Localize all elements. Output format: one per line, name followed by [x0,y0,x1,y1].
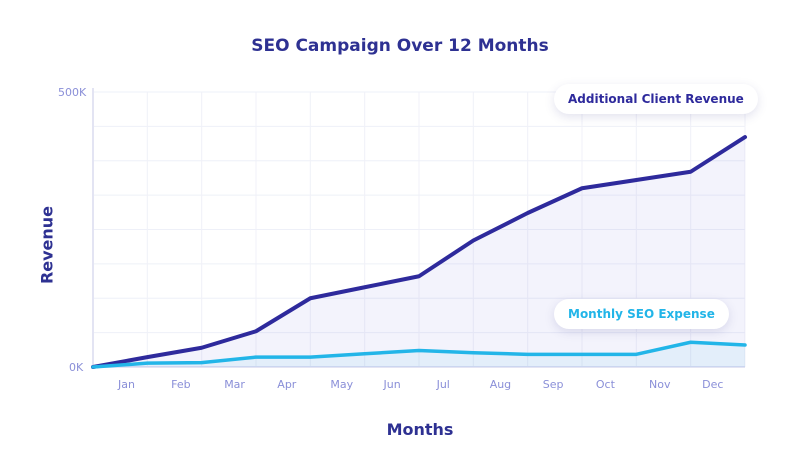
y-tick-500k: 500K [58,86,87,99]
x-tick-jan: Jan [118,378,135,391]
x-tick-may: May [330,378,354,391]
series-area-1 [93,342,745,367]
x-tick-nov: Nov [649,378,671,391]
x-tick-jun: Jun [383,378,401,391]
legend-expense: Monthly SEO Expense [554,299,729,329]
x-tick-dec: Dec [702,378,724,391]
legend-revenue: Additional Client Revenue [554,84,758,114]
y-axis-label: Revenue [37,205,57,285]
x-tick-sep: Sep [542,378,564,391]
x-tick-jul: Jul [436,378,450,391]
x-tick-oct: Oct [595,378,615,391]
chart-title: SEO Campaign Over 12 Months [251,36,549,56]
x-tick-aug: Aug [489,378,512,391]
y-tick-0k: 0K [69,361,84,374]
x-tick-apr: Apr [277,378,297,391]
x-tick-feb: Feb [171,378,191,391]
x-axis-label: Months [386,420,454,439]
x-tick-mar: Mar [224,378,245,391]
